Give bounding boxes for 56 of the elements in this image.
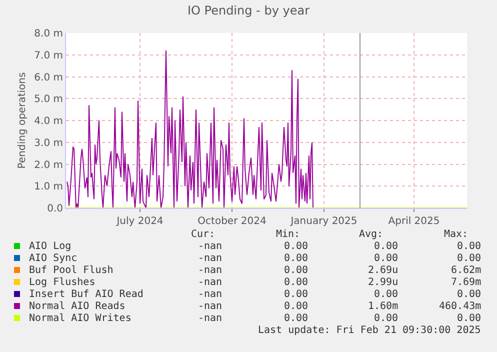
text: 0.00 (374, 241, 398, 252)
text: -nan (198, 241, 222, 252)
legend-label: Normal AIO Reads (29, 301, 126, 312)
text: -nan (198, 253, 222, 264)
legend-label: Buf Pool Flush (29, 265, 114, 276)
text: 7.69m (451, 277, 482, 288)
text: 0.00 (284, 289, 308, 300)
text: 0.00 (284, 241, 308, 252)
y-tick-label: 8.0 m (34, 28, 63, 40)
text: -nan (198, 301, 222, 312)
y-tick-label: 7.0 m (34, 50, 63, 62)
line-series (66, 50, 314, 208)
x-tick-label: April 2025 (388, 216, 440, 227)
text: 0.00 (374, 289, 398, 300)
y-axis-title: Pending operations (17, 72, 28, 169)
text: -nan (198, 313, 222, 324)
y-tick-label: 6.0 m (34, 72, 63, 84)
text: Avg: (359, 229, 384, 240)
text: 460.43m (439, 301, 482, 312)
text: 0.00 (374, 313, 398, 324)
text: 0.00 (284, 301, 308, 312)
text: 2.99u (368, 277, 398, 288)
text: 2.69u (368, 265, 398, 276)
text: 0.00 (457, 313, 482, 324)
text: 0.00 (457, 241, 482, 252)
text: -nan (198, 289, 222, 300)
legend-label: Log Flushes (29, 277, 96, 288)
text: 0.00 (284, 265, 308, 276)
text: 1.60m (368, 301, 398, 312)
text: Max: (444, 229, 468, 240)
text: -nan (198, 277, 222, 288)
x-tick-label: January 2025 (290, 216, 358, 227)
y-tick-label: 2.0 m (34, 160, 63, 171)
legend-label: AIO Sync (29, 253, 78, 264)
text: 0.00 (374, 253, 398, 264)
legend-label: Normal AIO Writes (29, 313, 132, 324)
y-tick-label: 1.0 m (34, 182, 63, 193)
text: Last update: Fri Feb 21 09:30:00 2025 (258, 325, 481, 336)
text: 0.00 (457, 289, 482, 300)
x-tick-label: July 2024 (116, 216, 164, 227)
text: Min: (276, 229, 300, 240)
y-tick-label: 5.0 m (34, 94, 63, 106)
legend-label: AIO Log (29, 241, 72, 252)
chart-title: IO Pending - by year (187, 3, 310, 18)
text: 0.00 (457, 253, 482, 264)
legend-label: Insert Buf AIO Read (29, 289, 144, 300)
y-tick-label: 3.0 m (34, 138, 63, 149)
text: -nan (198, 265, 222, 276)
y-tick-label: 0.0 (47, 204, 63, 214)
text: 6.62m (451, 265, 482, 276)
text: 0.00 (284, 277, 308, 288)
y-tick-label: 4.0 m (34, 116, 63, 127)
text: 0.00 (284, 253, 308, 264)
x-tick-label: October 2024 (198, 216, 266, 227)
text: 0.00 (284, 313, 308, 324)
text: Cur: (191, 229, 216, 240)
